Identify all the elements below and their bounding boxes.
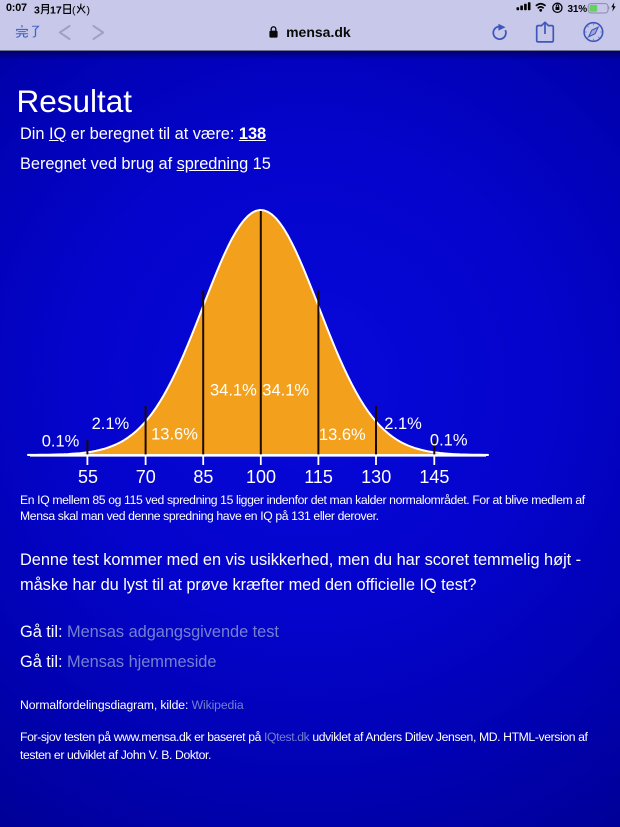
svg-text:13.6%: 13.6%: [151, 426, 198, 444]
svg-text:100: 100: [246, 467, 276, 487]
svg-text:31%: 31%: [568, 4, 588, 15]
svg-text:115: 115: [304, 467, 333, 487]
svg-text:3: 3: [34, 5, 40, 17]
svg-text:34.1%: 34.1%: [210, 382, 257, 400]
svg-text:0.1%: 0.1%: [42, 433, 80, 451]
svg-text:0.1%: 0.1%: [430, 432, 468, 450]
svg-text:85: 85: [193, 467, 213, 487]
svg-text:34.1%: 34.1%: [262, 382, 309, 400]
svg-text:2.1%: 2.1%: [92, 415, 130, 433]
svg-text:130: 130: [361, 467, 391, 487]
svg-text:(: (: [72, 5, 76, 17]
svg-text:145: 145: [419, 467, 449, 487]
svg-text:55: 55: [78, 467, 98, 487]
svg-text:70: 70: [136, 467, 156, 487]
svg-text:): ): [87, 5, 91, 17]
svg-text:13.6%: 13.6%: [319, 426, 366, 444]
svg-text:17: 17: [50, 5, 62, 17]
svg-text:2.1%: 2.1%: [384, 415, 422, 433]
